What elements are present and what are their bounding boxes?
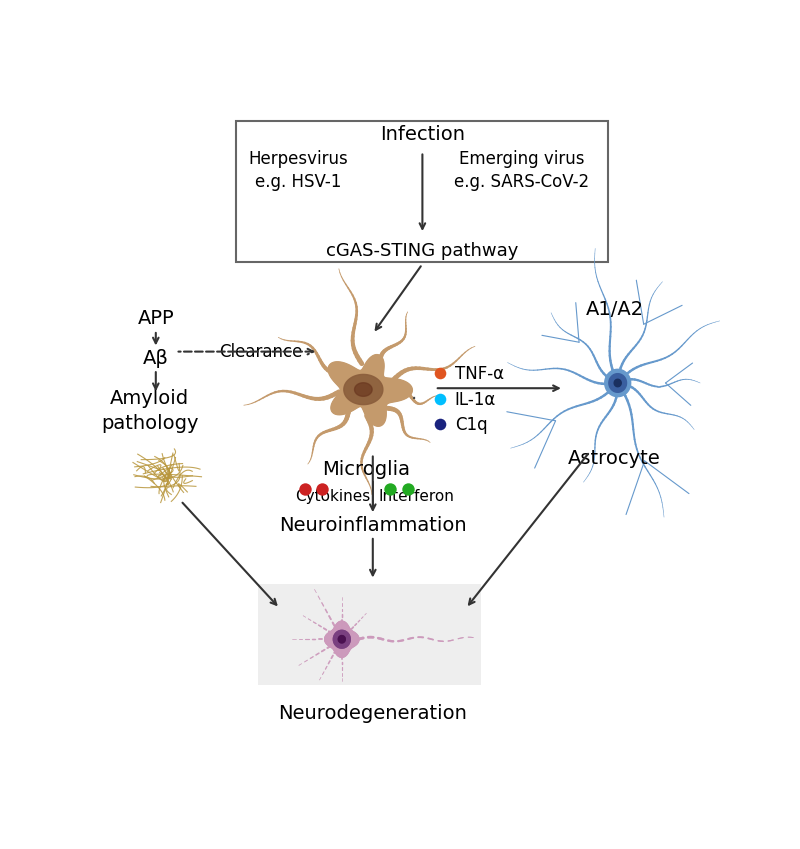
Text: Microglia: Microglia <box>322 460 410 479</box>
Text: Emerging virus
e.g. SARS-CoV-2: Emerging virus e.g. SARS-CoV-2 <box>454 150 589 191</box>
Text: Cytokines: Cytokines <box>295 489 370 504</box>
Polygon shape <box>605 369 630 396</box>
Polygon shape <box>344 374 383 405</box>
Text: Interferon: Interferon <box>378 489 454 504</box>
Text: Neuroinflammation: Neuroinflammation <box>279 516 466 535</box>
Text: IL-1α: IL-1α <box>454 391 496 409</box>
Text: Herpesvirus
e.g. HSV-1: Herpesvirus e.g. HSV-1 <box>249 150 348 191</box>
Polygon shape <box>325 621 359 657</box>
Text: TNF-α: TNF-α <box>454 365 504 383</box>
Point <box>434 392 446 406</box>
Text: Astrocyte: Astrocyte <box>568 448 661 468</box>
Polygon shape <box>354 383 372 396</box>
FancyBboxPatch shape <box>258 583 482 685</box>
Point <box>434 418 446 431</box>
Text: ·: · <box>410 390 417 409</box>
Text: cGAS-STING pathway: cGAS-STING pathway <box>326 242 518 260</box>
FancyBboxPatch shape <box>237 121 608 262</box>
Polygon shape <box>338 636 346 643</box>
Text: C1q: C1q <box>454 416 487 434</box>
Point <box>384 482 397 496</box>
Text: APP: APP <box>138 309 174 329</box>
Polygon shape <box>334 630 350 648</box>
Polygon shape <box>614 380 622 386</box>
Text: Amyloid
pathology: Amyloid pathology <box>101 390 198 433</box>
Text: Neurodegeneration: Neurodegeneration <box>278 704 467 722</box>
Polygon shape <box>609 374 626 392</box>
Point <box>298 482 311 496</box>
Point <box>315 482 328 496</box>
Text: Clearance: Clearance <box>219 343 303 361</box>
Polygon shape <box>334 630 350 648</box>
Text: A1/A2: A1/A2 <box>586 301 644 319</box>
Point <box>434 367 446 380</box>
Polygon shape <box>328 355 412 426</box>
Text: Infection: Infection <box>380 125 465 144</box>
Polygon shape <box>325 621 359 657</box>
Point <box>401 482 414 496</box>
Polygon shape <box>338 636 346 643</box>
Text: Aβ: Aβ <box>143 349 169 368</box>
